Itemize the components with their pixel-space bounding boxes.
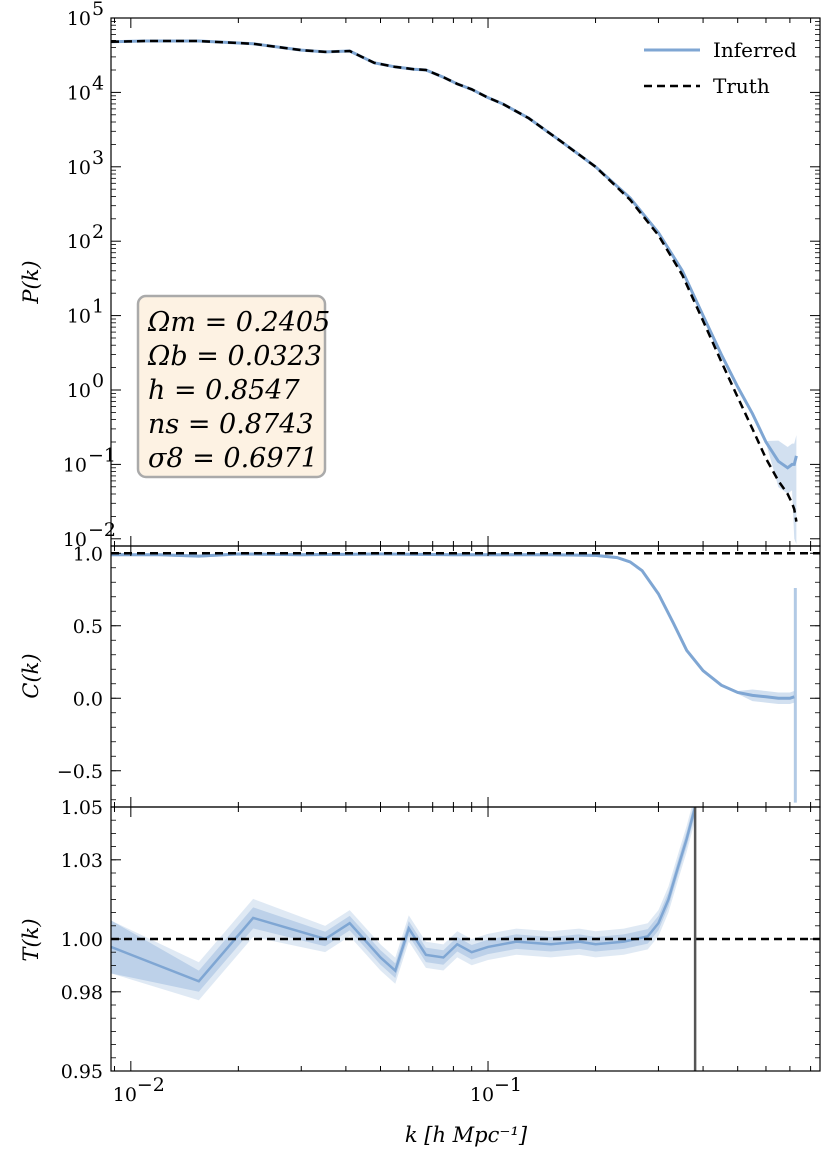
legend-truth-label: Truth <box>713 74 770 98</box>
cross-correlation-frame <box>110 545 821 808</box>
t-y-tick-label: 0.98 <box>61 982 103 1004</box>
p-y-tick-label: 10 <box>67 380 91 402</box>
p-y-tick-exponent: 2 <box>92 221 104 243</box>
t-y-tick-label: 1.03 <box>61 850 103 872</box>
param-omega-b: Ωb = 0.0323 <box>147 341 322 372</box>
c-ylabel: C(k) <box>19 653 43 698</box>
t-y-tick-label: 0.95 <box>61 1061 103 1083</box>
x-axis-label: k [h Mpc⁻¹] <box>405 1123 528 1147</box>
c-y-tick-label: −0.5 <box>57 761 103 783</box>
t-ylabel: T(k) <box>19 918 43 961</box>
cross-correlation-panel: 1.0 0.5 0.0 −0.5 C(k) <box>19 543 821 808</box>
x-tick-label: 10 <box>470 1084 494 1106</box>
p-y-tick-exponent: −1 <box>88 444 116 466</box>
p-y-tick-label: 10 <box>63 454 87 476</box>
p-y-tick-label: 10 <box>67 231 91 253</box>
t-y-tick-label: 1.00 <box>61 929 103 951</box>
param-ns: ns = 0.8743 <box>148 409 314 440</box>
t-inferred-band <box>111 807 696 1001</box>
p-y-tick-label: 10 <box>67 82 91 104</box>
parameters-box: Ωm = 0.2405 Ωb = 0.0323 h = 0.8547 ns = … <box>136 294 330 479</box>
p-y-tick-exponent: 3 <box>92 147 104 169</box>
c-y-tick-label: 0.5 <box>73 616 103 638</box>
p-y-tick-label: 10 <box>67 8 91 30</box>
p-y-tick-exponent: −2 <box>88 519 116 541</box>
p-y-tick-exponent: 1 <box>92 296 104 318</box>
p-y-tick-label: 10 <box>67 306 91 328</box>
t-y-tick-label: 1.05 <box>61 797 103 819</box>
c-y-tick-label: 1.0 <box>73 543 103 565</box>
param-omega-m: Ωm = 0.2405 <box>147 307 330 338</box>
x-tick-exponent: −1 <box>494 1074 522 1096</box>
p-y-tick-exponent: 5 <box>92 0 104 20</box>
param-h: h = 0.8547 <box>148 375 300 406</box>
p-y-tick-exponent: 4 <box>92 72 104 94</box>
c-y-tick-label: 0.0 <box>73 688 103 710</box>
c-inferred-line <box>111 552 795 700</box>
p-truth-line <box>110 39 798 522</box>
p-y-tick-label: 10 <box>67 157 91 179</box>
p-y-tick-exponent: 0 <box>92 370 104 392</box>
p-ylabel: P(k) <box>19 260 43 304</box>
t-bands-group <box>111 807 697 1001</box>
x-tick-exponent: −2 <box>137 1074 165 1096</box>
legend: Inferred Truth <box>644 38 797 98</box>
c-inferred-band <box>111 552 795 705</box>
t-inferred-band <box>111 807 696 992</box>
p-y-tick-label: 10 <box>63 529 87 551</box>
param-sigma8: σ8 = 0.6971 <box>148 443 318 474</box>
x-tick-label: 10 <box>113 1084 137 1106</box>
transfer-function-panel: 1.05 1.03 1.00 0.98 0.95 T(k) <box>19 797 821 1083</box>
legend-inferred-label: Inferred <box>713 38 797 62</box>
t-inferred-line <box>111 807 697 983</box>
parameters-box-frame <box>136 294 327 479</box>
